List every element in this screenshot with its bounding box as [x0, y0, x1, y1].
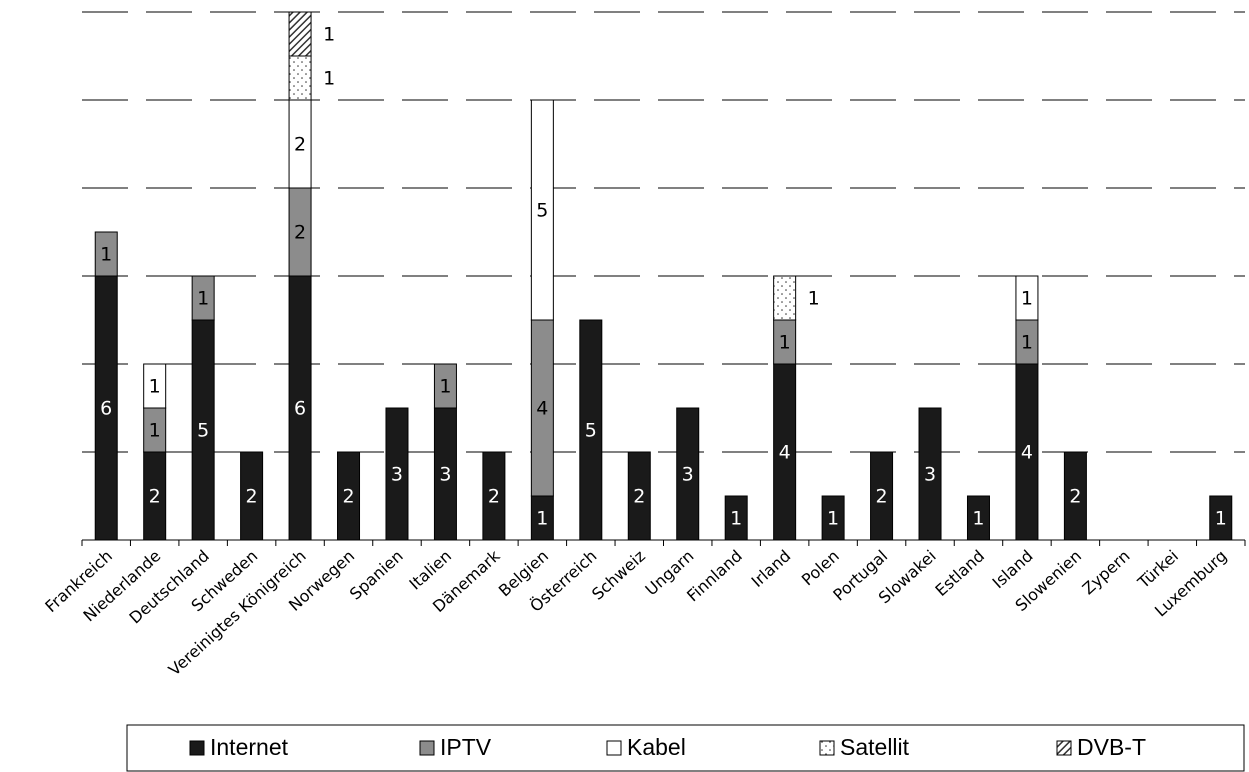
- x-tick-label: Polen: [798, 546, 843, 589]
- value-label: 1: [1021, 332, 1033, 354]
- value-label: 4: [779, 442, 791, 464]
- value-label: 6: [100, 398, 112, 420]
- value-label: 1: [323, 24, 335, 46]
- legend-swatch: [819, 740, 835, 756]
- value-label: 5: [585, 420, 597, 442]
- legend-swatch: [419, 740, 435, 756]
- value-label: 6: [294, 398, 306, 420]
- value-label: 1: [730, 508, 742, 530]
- bar-segment: [143, 363, 167, 409]
- bar-segment: [94, 231, 118, 277]
- bar-segment: [288, 55, 312, 101]
- legend-label: IPTV: [440, 734, 492, 760]
- value-label: 1: [100, 244, 112, 266]
- value-label: 2: [1069, 486, 1081, 508]
- value-label: 3: [439, 464, 451, 486]
- bar-segment: [191, 275, 215, 321]
- value-label: 2: [246, 486, 258, 508]
- x-tick-label: Spanien: [346, 546, 407, 603]
- value-label: 2: [633, 486, 645, 508]
- bar-segment: [433, 363, 457, 409]
- value-label: 1: [1215, 508, 1227, 530]
- value-label: 3: [682, 464, 694, 486]
- value-label: 1: [536, 508, 548, 530]
- value-label: 3: [924, 464, 936, 486]
- x-tick-label: Irland: [748, 546, 795, 591]
- bar-segment: [773, 275, 797, 321]
- value-label: 4: [1021, 442, 1033, 464]
- value-label: 2: [876, 486, 888, 508]
- value-label: 3: [391, 464, 403, 486]
- value-label: 4: [536, 398, 548, 420]
- value-label: 2: [294, 134, 306, 156]
- value-label: 1: [439, 376, 451, 398]
- legend-swatch: [606, 740, 622, 756]
- value-label: 5: [197, 420, 209, 442]
- legend-swatch: [189, 740, 205, 756]
- value-label: 2: [149, 486, 161, 508]
- value-label: 2: [342, 486, 354, 508]
- x-tick-label: Estland: [931, 546, 988, 600]
- bar-segment: [288, 11, 312, 57]
- bar-segment: [1015, 275, 1039, 321]
- x-tick-label: Zypern: [1079, 546, 1134, 598]
- legend-label: Kabel: [627, 734, 686, 760]
- x-tick-label: Schweiz: [588, 546, 649, 604]
- value-label: 1: [972, 508, 984, 530]
- value-label: 1: [149, 376, 161, 398]
- legend-label: DVB-T: [1077, 734, 1146, 760]
- value-label: 1: [323, 68, 335, 90]
- legend-label: Satellit: [840, 734, 910, 760]
- value-label: 1: [149, 420, 161, 442]
- value-label: 2: [488, 486, 500, 508]
- value-label: 1: [808, 288, 820, 310]
- value-label: 1: [779, 332, 791, 354]
- legend-swatch: [1056, 740, 1072, 756]
- value-label: 1: [1021, 288, 1033, 310]
- value-label: 1: [827, 508, 839, 530]
- value-label: 1: [197, 288, 209, 310]
- legend-label: Internet: [210, 734, 289, 760]
- bar-segment: [530, 99, 554, 321]
- value-label: 5: [536, 200, 548, 222]
- value-label: 2: [294, 222, 306, 244]
